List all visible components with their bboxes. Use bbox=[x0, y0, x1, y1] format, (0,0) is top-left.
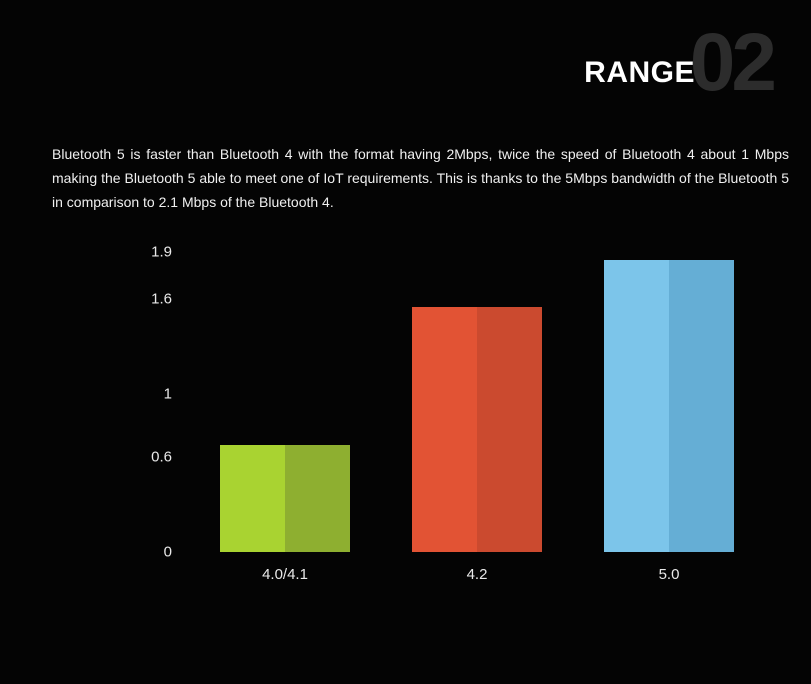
bar-right-half bbox=[285, 445, 350, 552]
x-axis-tick: 4.2 bbox=[412, 566, 542, 583]
description-text: Bluetooth 5 is faster than Bluetooth 4 w… bbox=[52, 142, 789, 214]
chart-bar bbox=[604, 260, 734, 552]
section-number-bg: 02 bbox=[690, 22, 773, 104]
x-axis-tick: 5.0 bbox=[604, 566, 734, 583]
bar-left-half bbox=[412, 307, 477, 552]
bar-right-half bbox=[477, 307, 542, 552]
chart-bar bbox=[412, 307, 542, 552]
x-axis-tick: 4.0/4.1 bbox=[220, 566, 350, 583]
y-axis-tick: 1.9 bbox=[122, 244, 172, 261]
y-axis-tick: 0.6 bbox=[122, 449, 172, 466]
chart-bar bbox=[220, 445, 350, 552]
section-title: RANGE bbox=[584, 56, 695, 90]
bar-right-half bbox=[669, 260, 734, 552]
bar-left-half bbox=[220, 445, 285, 552]
chart-plot-area: 00.611.61.94.0/4.14.25.0 bbox=[182, 252, 738, 552]
y-axis-tick: 0 bbox=[122, 544, 172, 561]
y-axis-tick: 1.6 bbox=[122, 291, 172, 308]
y-axis-tick: 1 bbox=[122, 386, 172, 403]
bar-left-half bbox=[604, 260, 669, 552]
range-bar-chart: 00.611.61.94.0/4.14.25.0 bbox=[112, 252, 752, 602]
